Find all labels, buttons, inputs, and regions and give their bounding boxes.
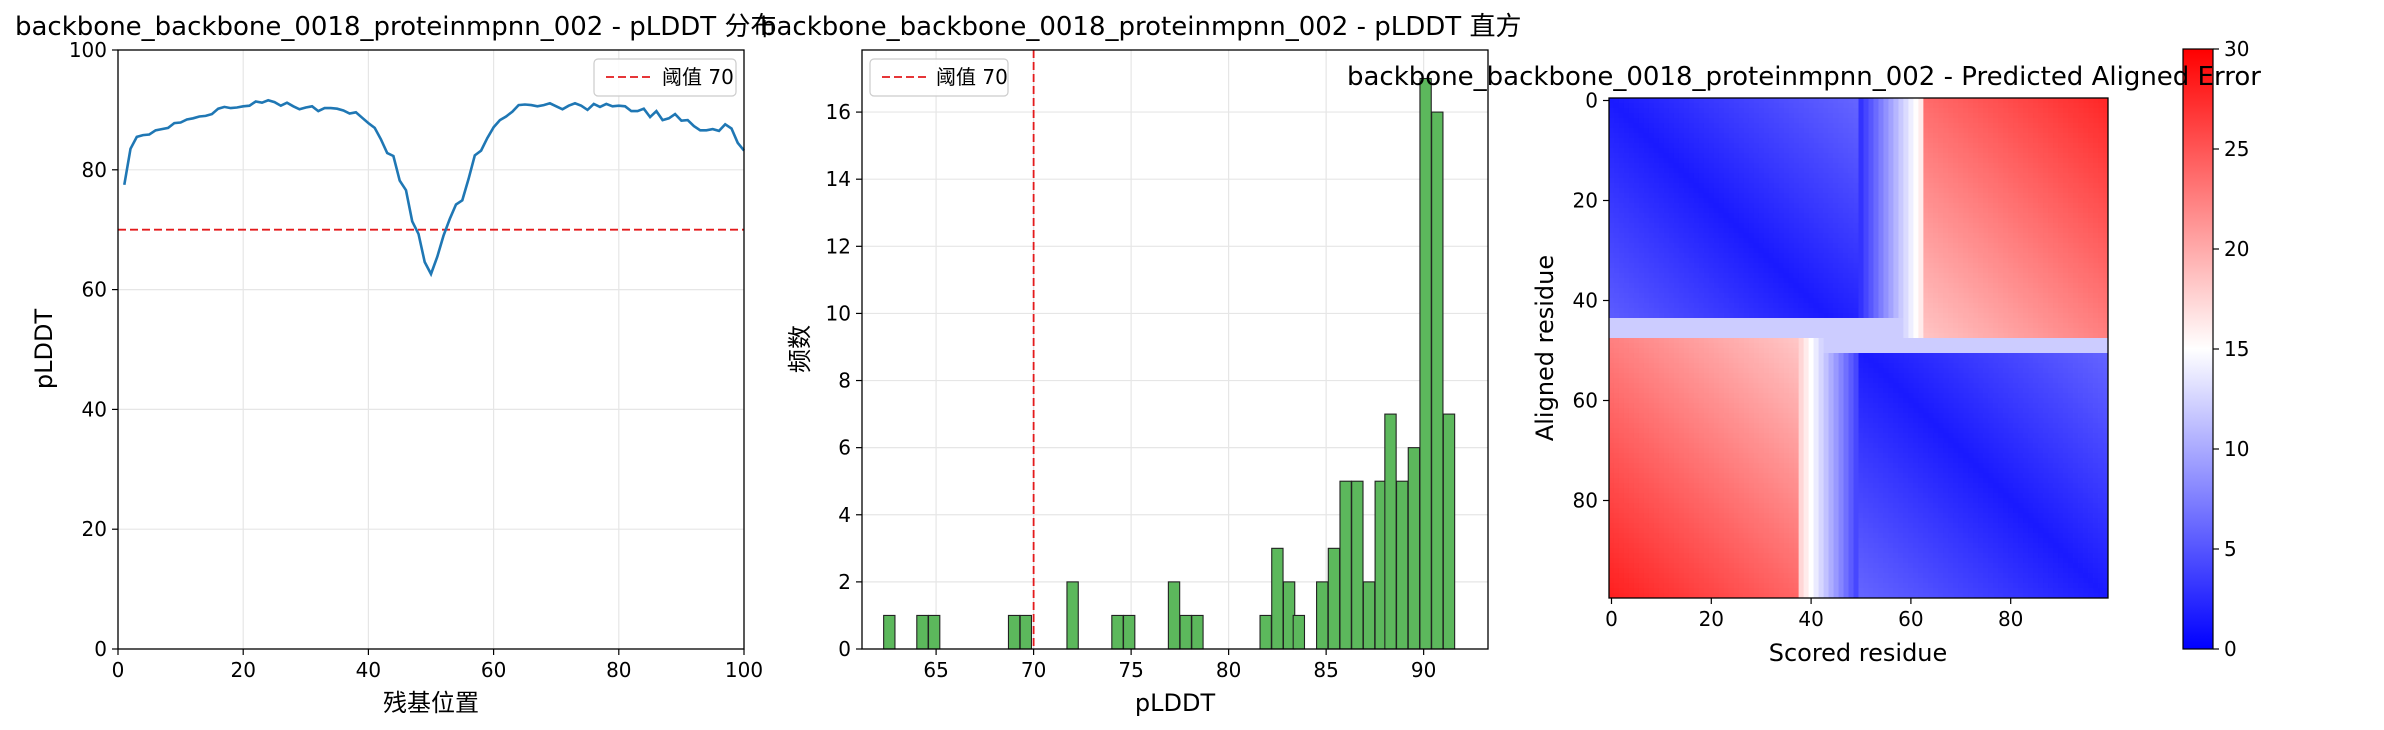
histogram-bar	[1293, 615, 1304, 649]
histogram-bar	[1192, 615, 1203, 649]
colorbar-tick-label: 30	[2224, 37, 2249, 61]
line-chart-ytick-label: 80	[82, 158, 107, 182]
pae-heatmap-cells	[1609, 98, 2108, 598]
histogram-bar	[1168, 582, 1179, 649]
line-chart-xtick-label: 100	[725, 658, 763, 682]
heatmap-title: backbone_backbone_0018_proteinmpnn_002 -…	[1347, 62, 2261, 92]
histogram-bar	[1340, 481, 1351, 649]
line-chart-xtick-label: 40	[356, 658, 381, 682]
heatmap-ytick-label: 40	[1573, 289, 1598, 313]
histogram-ytick-label: 10	[826, 301, 851, 325]
histogram-xtick-label: 85	[1313, 658, 1338, 682]
histogram-xtick-label: 80	[1216, 658, 1241, 682]
heatmap-xtick-label: 80	[1998, 607, 2023, 631]
histogram-bar	[1020, 615, 1031, 649]
histogram-bar	[1067, 582, 1078, 649]
histogram-legend-label: 阈值 70	[936, 65, 1008, 89]
line-chart-ylabel: pLDDT	[30, 309, 58, 390]
histogram-xtick-label: 65	[923, 658, 948, 682]
histogram-bar	[1385, 414, 1396, 649]
heatmap-ytick-label: 0	[1585, 89, 1598, 113]
heatmap-xlabel: Scored residue	[1769, 639, 1948, 667]
histogram-title: backbone_backbone_0018_proteinmpnn_002 -…	[760, 12, 1521, 42]
colorbar-tick-label: 10	[2224, 437, 2249, 461]
histogram-bar	[884, 615, 895, 649]
histogram-bar	[1352, 481, 1363, 649]
heatmap-xtick-label: 60	[1898, 607, 1923, 631]
histogram-bar	[1008, 615, 1019, 649]
histogram-ytick-label: 14	[826, 167, 851, 191]
histogram-bar	[1272, 548, 1283, 649]
histogram-ytick-label: 12	[826, 234, 851, 258]
histogram-bar	[1443, 414, 1454, 649]
histogram-bar	[1408, 448, 1419, 649]
histogram-ytick-label: 16	[826, 100, 851, 124]
histogram-legend: 阈值 70	[870, 59, 1008, 96]
line-chart-ytick-label: 20	[82, 517, 107, 541]
histogram-ytick-label: 8	[838, 369, 851, 393]
line-chart-ytick-label: 60	[82, 278, 107, 302]
histogram-bar	[1317, 582, 1328, 649]
histogram-ytick-label: 2	[838, 570, 851, 594]
histogram-bar	[917, 615, 928, 649]
histogram-ytick-label: 4	[838, 503, 851, 527]
histogram-bar	[1328, 548, 1339, 649]
line-chart-title: backbone_backbone_0018_proteinmpnn_002 -…	[15, 12, 776, 42]
heatmap-xtick-label: 40	[1798, 607, 1823, 631]
histogram-xlabel: pLDDT	[1135, 689, 1216, 717]
histogram-bar	[1112, 615, 1123, 649]
heatmap-ytick-label: 60	[1573, 389, 1598, 413]
heatmap-xtick-label: 0	[1605, 607, 1618, 631]
line-chart-ytick-label: 40	[82, 397, 107, 421]
histogram-ytick-label: 0	[838, 637, 851, 661]
line-chart-xtick-label: 60	[481, 658, 506, 682]
colorbar-tick-label: 20	[2224, 237, 2249, 261]
heatmap-ytick-label: 80	[1573, 489, 1598, 513]
line-chart-ytick-label: 100	[69, 38, 107, 62]
heatmap-xtick-label: 20	[1699, 607, 1724, 631]
colorbar-tick-label: 5	[2224, 537, 2237, 561]
heatmap-ytick-label: 20	[1573, 189, 1598, 213]
histogram-xtick-label: 75	[1118, 658, 1143, 682]
heatmap-ylabel: Aligned residue	[1531, 255, 1559, 441]
colorbar-tick-label: 0	[2224, 637, 2237, 661]
histogram-xtick-label: 70	[1021, 658, 1046, 682]
histogram-bar	[1124, 615, 1135, 649]
line-chart-legend: 阈值 70	[594, 59, 736, 96]
line-chart-legend-label: 阈值 70	[662, 65, 734, 89]
colorbar-tick-label: 25	[2224, 137, 2249, 161]
line-chart-xlabel: 残基位置	[383, 689, 479, 717]
histogram-ytick-label: 6	[838, 436, 851, 460]
line-chart-xtick-label: 0	[112, 658, 125, 682]
line-chart-ytick-label: 0	[94, 637, 107, 661]
line-chart-xtick-label: 80	[606, 658, 631, 682]
histogram-bar	[1180, 615, 1191, 649]
histogram-xtick-label: 90	[1411, 658, 1436, 682]
colorbar-tick-label: 15	[2224, 337, 2249, 361]
histogram-ylabel: 频数	[786, 325, 814, 373]
histogram-bar	[1420, 79, 1431, 649]
histogram-bar	[1260, 615, 1271, 649]
colorbar	[2183, 49, 2213, 649]
histogram-bar	[1397, 481, 1408, 649]
histogram-bar	[929, 615, 940, 649]
histogram-bar	[1432, 112, 1443, 649]
histogram-bar	[1363, 582, 1374, 649]
line-chart-xtick-label: 20	[230, 658, 255, 682]
